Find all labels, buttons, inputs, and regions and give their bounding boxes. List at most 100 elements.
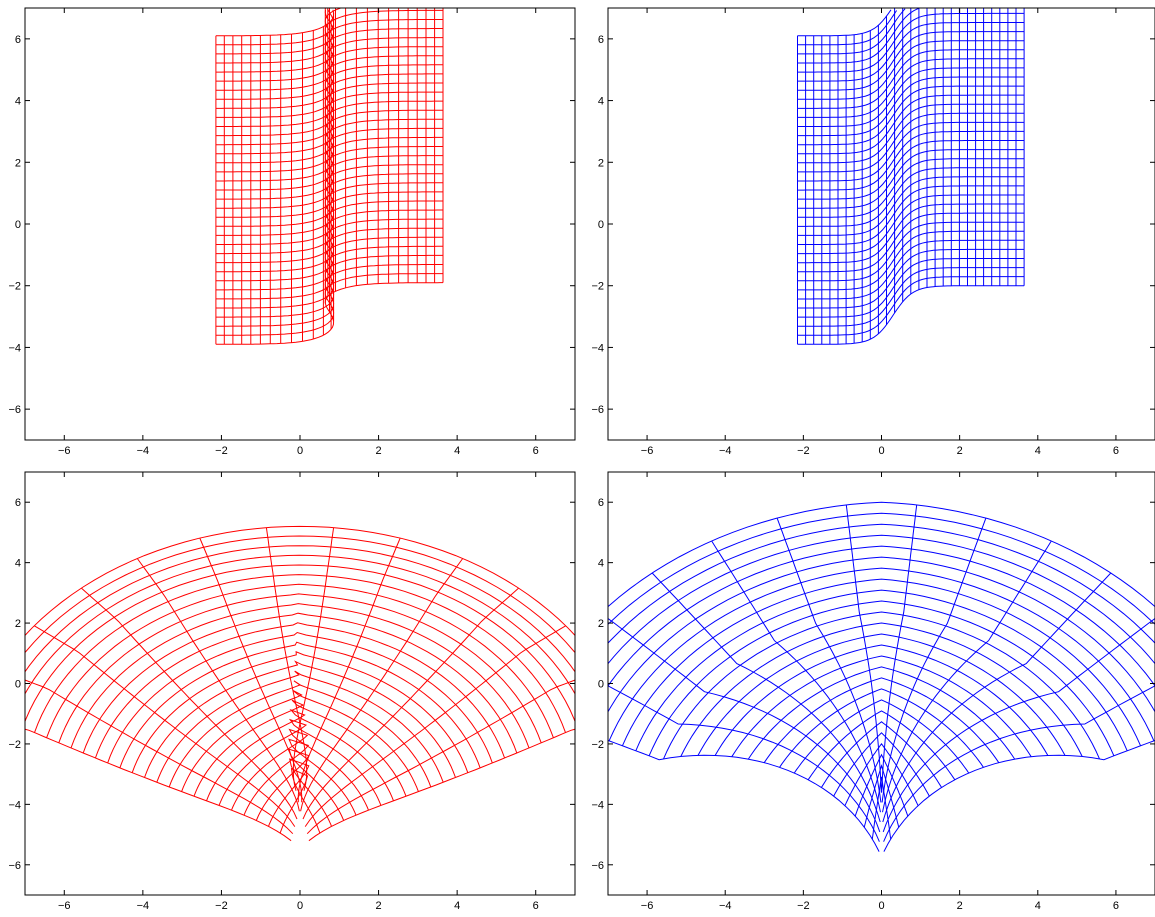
y-tick-label: 2 <box>598 157 604 169</box>
grid-line-arc <box>608 523 1155 644</box>
grid-line-v <box>797 239 1025 300</box>
x-tick-label: 6 <box>1113 900 1119 912</box>
x-tick-label: −2 <box>797 900 810 912</box>
grid-line-v <box>797 248 1025 309</box>
grid-line-radial <box>25 728 292 842</box>
y-tick-label: −4 <box>591 342 604 354</box>
grid-line-v <box>797 121 1025 182</box>
x-tick-label: −4 <box>719 900 732 912</box>
grid-line-v <box>797 203 1025 264</box>
y-tick-label: 4 <box>15 96 21 108</box>
y-tick-label: −2 <box>8 739 21 751</box>
subplot-bottom-right: −6 −4 −2 0 2 4 6 −6 −4 −2 0 2 4 6 <box>591 471 1155 912</box>
x-tick-label: −6 <box>641 900 654 912</box>
grid-line-arc <box>608 501 1155 608</box>
grid-line-v <box>215 28 443 91</box>
subplot-top-right: −6 −4 −2 0 2 4 6 −6 −4 −2 0 2 4 6 <box>591 7 1155 457</box>
grid-line-arc <box>46 583 554 738</box>
grid-line-arc <box>25 564 575 723</box>
grid-line-arc <box>231 728 369 811</box>
x-tick-label: −2 <box>215 900 228 912</box>
y-tick-label: 2 <box>15 157 21 169</box>
grid-line-v <box>215 55 443 118</box>
grid-line-v <box>797 130 1025 191</box>
y-tick-label: −2 <box>8 281 21 293</box>
x-tick-label: 4 <box>1035 445 1041 457</box>
grid-line-arc <box>854 753 909 817</box>
y-tick-label: 2 <box>598 618 604 630</box>
grid-line-arc <box>608 534 1155 665</box>
grid-line-v <box>215 164 443 227</box>
x-tick-label: −6 <box>58 445 71 457</box>
grid-line-v <box>797 8 906 55</box>
plot-area <box>797 8 1025 345</box>
grid-line-v <box>797 10 898 46</box>
grid-line-arc <box>621 578 1142 747</box>
y-tick-label: 6 <box>15 497 21 509</box>
y-tick-label: −4 <box>8 342 21 354</box>
grid-line-v <box>797 67 1025 127</box>
grid-line-v <box>215 37 443 100</box>
grid-line-v <box>797 12 1025 73</box>
grid-line-arc <box>25 545 575 673</box>
grid-line-arc <box>255 748 345 821</box>
y-tick-label: −4 <box>591 799 604 811</box>
grid-line-v <box>797 185 1025 245</box>
x-tick-label: 2 <box>957 445 963 457</box>
grid-line-v <box>797 230 1025 291</box>
grid-line-v <box>215 9 443 73</box>
grid-line-v <box>215 282 443 345</box>
x-tick-label: −6 <box>58 900 71 912</box>
grid-line-radial <box>265 527 308 791</box>
grid-line-arc <box>844 742 919 806</box>
y-tick-label: 4 <box>598 96 604 108</box>
x-tick-label: 6 <box>533 445 539 457</box>
grid-line-v <box>797 58 1025 118</box>
grid-line-radial <box>308 728 575 842</box>
grid-line-arc <box>25 525 575 637</box>
grid-line-radial <box>306 679 575 835</box>
grid-line-radial <box>302 587 519 820</box>
plot-area <box>608 501 1155 852</box>
grid-line-v <box>797 49 1025 109</box>
grid-line-v <box>797 94 1025 155</box>
grid-line-v <box>215 91 443 155</box>
x-tick-label: 4 <box>454 900 460 912</box>
grid-line-v <box>215 19 443 82</box>
grid-line-v <box>797 22 1025 82</box>
grid-line-arc <box>181 690 419 792</box>
x-tick-label: −6 <box>641 445 654 457</box>
y-tick-label: 6 <box>598 34 604 46</box>
grid-line-arc <box>119 641 481 768</box>
grid-line-radial <box>25 679 294 835</box>
grid-line-arc <box>82 612 518 754</box>
grid-line-v <box>797 31 1025 91</box>
x-tick-label: 2 <box>376 445 382 457</box>
grid-line-v <box>215 209 443 273</box>
x-tick-label: −2 <box>797 445 810 457</box>
grid-line-arc <box>763 677 1000 763</box>
grid-line-arc <box>608 545 1155 687</box>
grid-line-v <box>797 276 1025 336</box>
grid-line-arc <box>680 622 1083 757</box>
grid-line-radial <box>34 625 296 827</box>
grid-line-v <box>215 191 443 255</box>
grid-line-arc <box>268 758 332 827</box>
y-tick-label: 4 <box>15 558 21 570</box>
subplot-bottom-left: −6 −4 −2 0 2 4 6 −6 −4 −2 0 2 4 6 <box>8 471 576 912</box>
x-tick-label: 2 <box>376 900 382 912</box>
x-tick-label: −2 <box>215 445 228 457</box>
grid-line-v <box>215 218 443 282</box>
grid-line-arc <box>34 574 566 733</box>
grid-line-v <box>797 194 1025 255</box>
grid-line-arc <box>697 633 1066 756</box>
grid-line-v <box>215 8 341 64</box>
grid-line-v <box>797 167 1025 227</box>
grid-line-v <box>797 40 1025 100</box>
grid-line-arc <box>871 776 892 840</box>
grid-line-arc <box>206 708 394 801</box>
grid-line-arc <box>94 622 506 759</box>
y-tick-label: −2 <box>591 281 604 293</box>
y-tick-label: 2 <box>15 618 21 630</box>
